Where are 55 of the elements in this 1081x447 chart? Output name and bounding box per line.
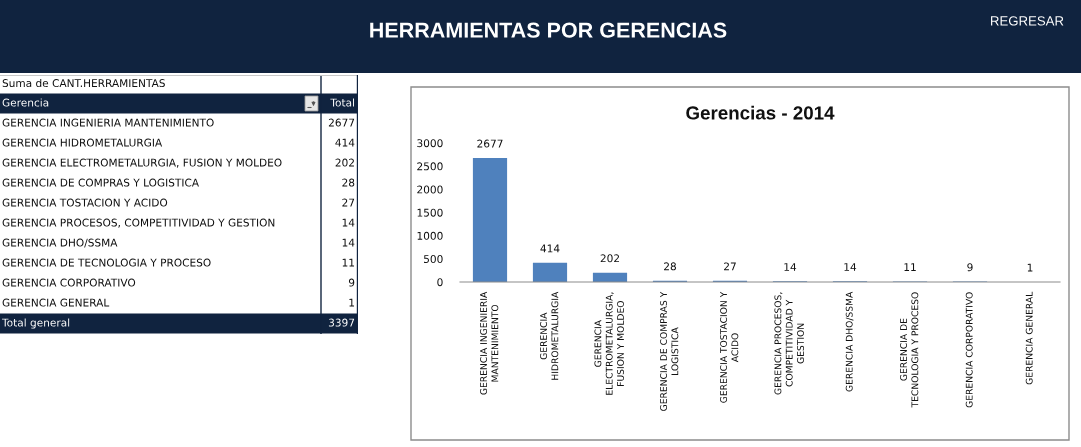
data-label: 27 (724, 262, 736, 271)
text: 3397 (328, 318, 355, 327)
data-label: 2677 (477, 139, 503, 148)
data-label: 28 (342, 178, 355, 187)
category-label: GERENCIA CORPORATIVO (2, 278, 136, 287)
data-label: 28 (664, 262, 676, 271)
category-label: GERENCIA HIDROMETALURGIA (2, 138, 163, 147)
category-label: GERENCIA INGENIERIA MANTENIMIENTO (2, 118, 214, 127)
data-label: 2677 (328, 118, 355, 127)
data-label: 1 (1027, 263, 1033, 272)
category-label: GERENCIA DE TECNOLOGIA Y PROCESO (2, 258, 211, 267)
x-tick-label: GERENCIA DHO/SSMA (845, 291, 854, 392)
y-tick-label: 3000 (417, 139, 443, 148)
x-tick-label: GERENCIA GENERAL (1025, 291, 1033, 385)
data-label: 1 (349, 298, 355, 307)
x-tick-label: GERENCIA INGENIERIA MANTENIMIENTO (480, 291, 499, 395)
y-tick-label: 0 (437, 278, 443, 287)
data-label: 202 (335, 158, 354, 167)
text: Total general (1, 318, 70, 329)
data-label: 414 (540, 244, 560, 253)
data-label: 11 (904, 263, 916, 271)
x-tick-label: GERENCIA DE COMPRAS Y LOGISTICA (660, 291, 679, 411)
category-label: GERENCIA TOSTACION Y ACIDO (2, 198, 168, 207)
data-label: 14 (844, 263, 857, 271)
category-label: GERENCIA DE COMPRAS Y LOGISTICA (2, 178, 199, 187)
y-tick-label: 1000 (417, 231, 443, 240)
x-tick-label: GERENCIA ELECTROMETALURGIA, FUSION Y MOLDEO (594, 292, 624, 395)
y-tick-label: 2500 (417, 162, 443, 171)
text: Total (330, 98, 355, 107)
data-label: 27 (342, 198, 355, 207)
category-label: GERENCIA ELECTROMETALURGIA, FUSION Y MOLDEO (2, 158, 282, 168)
category-label: GERENCIA GENERAL (2, 298, 110, 307)
data-label: 14 (342, 218, 355, 227)
category-label: GERENCIA PROCESOS, COMPETITIVIDAD Y GESTION (2, 218, 275, 228)
data-label: 9 (348, 278, 355, 287)
text: Suma de CANT.HERRAMIENTAS (2, 78, 165, 88)
x-tick-label: GERENCIA DE TECNOLOGIA Y PROCESO (900, 292, 919, 408)
data-label: 414 (335, 138, 355, 147)
data-label: 9 (967, 263, 973, 272)
y-tick-label: 2000 (417, 185, 443, 194)
data-label: 14 (342, 238, 355, 247)
x-tick-label: GERENCIA CORPORATIVO (965, 292, 973, 408)
data-label: 202 (600, 254, 620, 263)
data-label: 14 (784, 263, 797, 271)
x-tick-label: GERENCIA TOSTACION Y ACIDO (720, 291, 739, 403)
x-tick-label: GERENCIA HIDROMETALURGIA (540, 291, 559, 380)
text: Gerencia (2, 98, 49, 107)
data-label: 11 (342, 258, 355, 267)
x-tick-label: GERENCIA PROCESOS, COMPETITIVIDAD Y GESTION (774, 292, 804, 395)
y-tick-label: 1500 (417, 208, 443, 217)
category-label: GERENCIA DHO/SSMA (2, 238, 118, 248)
y-tick-label: 500 (424, 255, 443, 263)
chart-title: Gerencias - 2014 (686, 105, 835, 120)
text: REGRESAR (991, 16, 1064, 26)
text: HERRAMIENTAS POR GERENCIAS (370, 22, 727, 38)
